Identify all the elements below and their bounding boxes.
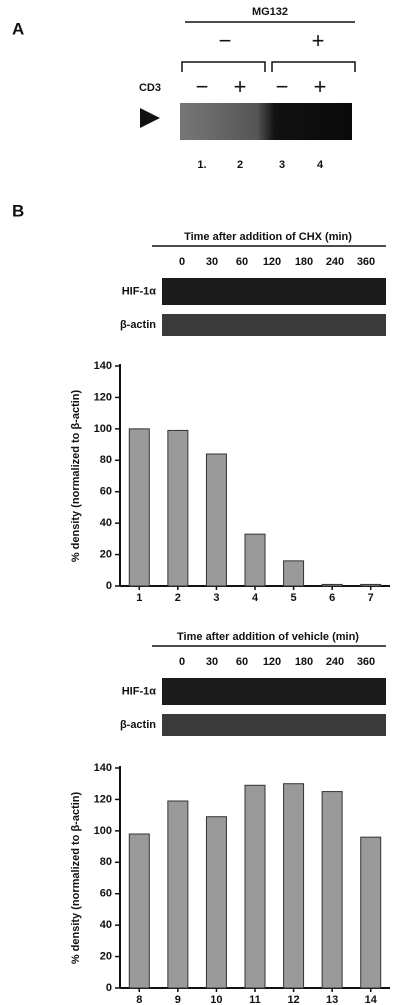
y-tick-label: 40 xyxy=(100,517,112,529)
y-tick-label: 0 xyxy=(106,580,112,592)
arrowhead xyxy=(140,108,160,128)
y-axis-label: % density (normalized to β-actin) xyxy=(70,791,82,964)
x-tick-label: 8 xyxy=(136,994,142,1005)
bar xyxy=(245,534,265,586)
x-tick-label: 4 xyxy=(252,592,259,604)
mg132-state: − xyxy=(219,28,232,53)
x-tick-label: 3 xyxy=(213,592,219,604)
blot xyxy=(162,678,386,705)
time-point: 60 xyxy=(236,656,248,668)
figure: A MG132 − + CD3 − + − + 1. 2 3 4 B Time … xyxy=(0,0,400,1005)
cd3-state: − xyxy=(196,74,209,99)
y-tick-label: 80 xyxy=(100,454,112,466)
bar xyxy=(322,584,342,586)
cd3-state: + xyxy=(234,74,247,99)
y-tick-label: 120 xyxy=(94,793,112,805)
lane-label: 2 xyxy=(237,159,243,171)
blot xyxy=(162,714,386,736)
time-point: 240 xyxy=(326,656,344,668)
lane-label: 1. xyxy=(197,159,206,171)
time-point: 120 xyxy=(263,256,281,268)
y-tick-label: 60 xyxy=(100,486,112,498)
time-point: 0 xyxy=(179,256,185,268)
bar xyxy=(168,430,188,586)
bar xyxy=(322,792,342,988)
bar xyxy=(129,429,149,586)
y-tick-label: 80 xyxy=(100,856,112,868)
time-point: 180 xyxy=(295,656,313,668)
lane-label: 3 xyxy=(279,159,285,171)
lane-label: 4 xyxy=(317,159,324,171)
y-tick-label: 20 xyxy=(100,950,112,962)
panel-label: A xyxy=(12,19,24,38)
blot-label: β-actin xyxy=(120,319,156,331)
time-point: 240 xyxy=(326,256,344,268)
x-tick-label: 13 xyxy=(326,994,338,1005)
cd3-state: + xyxy=(314,74,327,99)
x-tick-label: 7 xyxy=(368,592,374,604)
blot xyxy=(180,103,352,140)
bracket xyxy=(182,62,355,72)
mg132-state: + xyxy=(312,28,325,53)
x-tick-label: 14 xyxy=(365,994,378,1005)
bar xyxy=(206,454,226,586)
treatment-label: MG132 xyxy=(252,6,288,18)
x-tick-label: 12 xyxy=(287,994,299,1005)
cd3-state: − xyxy=(276,74,289,99)
x-tick-label: 11 xyxy=(249,994,261,1005)
x-tick-label: 6 xyxy=(329,592,335,604)
blot-header: Time after addition of CHX (min) xyxy=(184,231,352,243)
blot xyxy=(162,314,386,336)
y-axis-label: % density (normalized to β-actin) xyxy=(70,389,82,562)
time-point: 0 xyxy=(179,656,185,668)
blot-label: β-actin xyxy=(120,719,156,731)
y-tick-label: 60 xyxy=(100,888,112,900)
time-point: 30 xyxy=(206,656,218,668)
time-point: 360 xyxy=(357,256,375,268)
y-tick-label: 20 xyxy=(100,548,112,560)
y-tick-label: 100 xyxy=(94,825,112,837)
time-point: 30 xyxy=(206,256,218,268)
bar xyxy=(361,584,381,586)
time-point: 180 xyxy=(295,256,313,268)
time-point: 120 xyxy=(263,656,281,668)
x-tick-label: 1 xyxy=(136,592,142,604)
bar xyxy=(168,801,188,988)
blot-label: HIF-1α xyxy=(122,285,157,297)
bar xyxy=(361,837,381,988)
bar xyxy=(245,785,265,988)
bar xyxy=(206,817,226,988)
bar xyxy=(284,561,304,586)
y-tick-label: 140 xyxy=(94,762,112,774)
panel-label: B xyxy=(12,201,24,220)
x-tick-label: 5 xyxy=(291,592,297,604)
cd3-label: CD3 xyxy=(139,82,161,94)
x-tick-label: 2 xyxy=(175,592,181,604)
y-tick-label: 0 xyxy=(106,982,112,994)
x-tick-label: 10 xyxy=(210,994,222,1005)
y-tick-label: 40 xyxy=(100,919,112,931)
bar xyxy=(284,784,304,988)
blot-header: Time after addition of vehicle (min) xyxy=(177,631,359,643)
y-tick-label: 140 xyxy=(94,360,112,372)
x-tick-label: 9 xyxy=(175,994,181,1005)
y-tick-label: 120 xyxy=(94,391,112,403)
y-tick-label: 100 xyxy=(94,423,112,435)
time-point: 60 xyxy=(236,256,248,268)
blot xyxy=(162,278,386,305)
time-point: 360 xyxy=(357,656,375,668)
bar xyxy=(129,834,149,988)
blot-label: HIF-1α xyxy=(122,685,157,697)
